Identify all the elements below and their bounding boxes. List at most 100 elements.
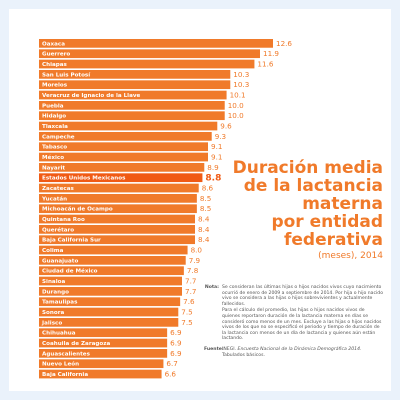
value-label: 7.7: [185, 287, 196, 296]
value-label: 7.9: [189, 256, 201, 265]
value-label: 7.6: [183, 297, 195, 306]
bar: [39, 90, 227, 100]
category-label: Tamaulipas: [42, 300, 78, 306]
bar: [39, 163, 205, 172]
value-label: 6.9: [170, 349, 182, 358]
category-label: Morelos: [42, 83, 68, 89]
category-label: Guerrero: [42, 52, 70, 58]
value-label: 9.1: [211, 153, 222, 162]
bar: [39, 369, 162, 379]
category-label: Sonora: [42, 310, 64, 316]
bar: [39, 328, 168, 338]
bar: [39, 132, 212, 141]
note-body: Se consideran las últimas hijas o hijos …: [222, 285, 384, 343]
value-label: 11.6: [257, 60, 273, 69]
value-label: 8.9: [207, 163, 219, 172]
bar: [39, 287, 182, 296]
chart-title: Duración media de la lactancia materna p…: [223, 159, 383, 261]
value-label: 8.4: [198, 225, 210, 234]
bar: [39, 245, 188, 255]
bar: [39, 121, 218, 131]
category-label: Michoacán de Ocampo: [42, 206, 113, 213]
bar: [39, 225, 195, 234]
category-label: Veracruz de Ignacio de la Llave: [42, 93, 141, 99]
bar: [39, 349, 168, 358]
bar: [39, 194, 197, 203]
value-label: 7.7: [185, 277, 196, 286]
category-label: Nuevo León: [42, 361, 79, 368]
note-item-1: Se consideran las últimas hijas o hijos …: [222, 285, 384, 307]
title-units: (meses), 2014: [318, 251, 383, 261]
bar-chart: Oaxaca 12.6 Guerrero 11.9 Chiapas 11.6 San Lui…: [39, 39, 292, 379]
bar: [39, 214, 195, 224]
bar-highlight-national: [39, 173, 203, 183]
category-label: Campeche: [42, 134, 75, 140]
value-label: 6.7: [166, 359, 177, 368]
source-label: Fuente:: [204, 346, 224, 352]
value-label: 10.0: [228, 111, 244, 120]
category-label: San Luis Potosí: [42, 71, 91, 78]
bar: [39, 80, 231, 90]
value-label: 11.9: [263, 49, 279, 58]
category-label: Hidalgo: [42, 114, 66, 120]
category-label: Baja California Sur: [42, 238, 101, 244]
title-line-3: materna: [302, 194, 383, 214]
title-line-5: federativa: [284, 230, 383, 250]
value-label: 9.6: [220, 122, 232, 131]
value-label: 7.5: [181, 308, 192, 317]
bar: [39, 338, 168, 348]
bar: [39, 39, 273, 48]
bar: [39, 256, 186, 265]
bar: [39, 142, 208, 152]
bar: [39, 307, 179, 317]
note-item-2: Para el cálculo del promedio, las hijas …: [222, 308, 382, 342]
note-row: Nota: Se consideran las últimas hijas o …: [204, 285, 384, 343]
value-label: 8.4: [198, 215, 210, 224]
value-label: 8.6: [202, 184, 214, 193]
value-label: 10.0: [228, 101, 244, 110]
bar: [39, 204, 197, 214]
value-label: 9.1: [211, 142, 222, 151]
category-label: Durango: [42, 289, 69, 295]
value-label: 8.5: [200, 194, 211, 203]
note-label: Nota:: [204, 285, 219, 290]
category-label: Aguascalientes: [42, 351, 91, 357]
category-label: Estados Unidos Mexicanos: [42, 176, 126, 182]
source-text: INEGI. Encuesta Nacional de la Dinámica …: [222, 347, 384, 358]
value-label: 7.8: [187, 266, 199, 275]
category-label: Chiapas: [42, 62, 68, 68]
title-line-4: por entidad: [271, 212, 383, 232]
category-label: Quintana Roo: [42, 217, 85, 223]
category-label: Tabasco: [42, 145, 67, 151]
category-label: Puebla: [42, 103, 64, 109]
value-label: 12.6: [276, 39, 292, 48]
bar: [39, 359, 164, 369]
notes-block: Nota: Se consideran las últimas hijas o …: [204, 285, 384, 358]
category-label: Oaxaca: [42, 41, 65, 47]
source-reference: Encuesta Nacional de la Dinámica Demográ…: [237, 346, 362, 352]
value-label: 8.0: [191, 246, 203, 255]
category-label: Sinaloa: [42, 279, 65, 285]
value-label: 10.3: [233, 80, 249, 89]
source-row: Fuente: INEGI. Encuesta Nacional de la D…: [204, 347, 384, 358]
bar: [39, 111, 225, 121]
bar: [39, 70, 231, 79]
value-label: 8.5: [200, 204, 211, 213]
bar: [39, 59, 255, 69]
category-label: Jalisco: [41, 320, 62, 326]
value-label: 7.5: [181, 318, 192, 327]
source-prefix: INEGI.: [222, 346, 237, 352]
value-label: 9.3: [215, 132, 226, 141]
category-label: Querétaro: [42, 226, 74, 233]
value-label: 8.4: [198, 235, 210, 244]
bar: [39, 49, 260, 59]
value-label: 10.1: [230, 91, 246, 100]
bar: [39, 297, 181, 307]
bar: [39, 266, 184, 276]
bar: [39, 235, 195, 245]
bar: [39, 183, 199, 193]
title-line-1: Duración media: [232, 158, 383, 178]
bar: [39, 101, 225, 110]
value-label: 8.8: [205, 174, 221, 184]
